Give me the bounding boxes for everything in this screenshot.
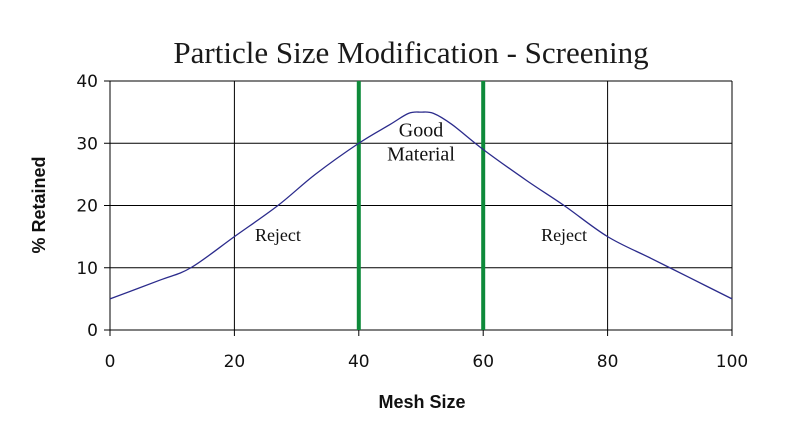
x-tick-label: 80	[597, 352, 619, 372]
annotation-label: Good	[399, 119, 443, 141]
x-axis-label: Mesh Size	[378, 392, 465, 412]
annotation-label: Reject	[255, 225, 301, 245]
chart-title: Particle Size Modification - Screening	[173, 35, 648, 70]
tick-labels: 0 10 20 30 40 0 20 40 60 80 100	[76, 72, 748, 372]
x-tick-label: 40	[348, 352, 370, 372]
y-tick-label: 30	[76, 134, 98, 154]
annotation-label: Reject	[541, 225, 587, 245]
annotation-label: Material	[387, 144, 455, 166]
annotations: Reject Good Material Reject	[255, 119, 587, 245]
x-tick-label: 60	[472, 352, 494, 372]
x-tick-label: 0	[105, 352, 116, 372]
x-tick-label: 20	[224, 352, 246, 372]
series-group	[109, 111, 733, 300]
y-tick-label: 10	[76, 259, 98, 279]
y-tick-label: 20	[76, 197, 98, 217]
threshold-lines	[356, 81, 486, 330]
distribution-curve	[109, 111, 733, 300]
y-tick-label: 40	[76, 72, 98, 92]
grid	[104, 80, 733, 336]
y-tick-label: 0	[87, 321, 98, 341]
x-tick-label: 100	[716, 352, 748, 372]
y-axis-label: % Retained	[29, 156, 49, 253]
